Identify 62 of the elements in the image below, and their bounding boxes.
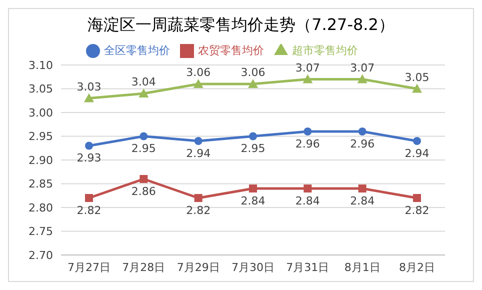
data-label: 2.82 [76,204,102,217]
point [304,128,312,136]
x-tick-label: 7月30日 [232,260,274,274]
point [140,132,148,140]
legend-label: 超市零售均价 [292,44,358,57]
data-label: 3.07 [295,61,320,74]
point [138,88,149,98]
point [302,74,313,84]
y-tick-label: 2.95 [28,130,53,144]
point [194,137,202,145]
y-tick-label: 3.00 [28,106,53,120]
data-label: 2.84 [350,194,375,208]
data-label: 2.93 [76,152,102,165]
x-tick-label: 7月27日 [68,260,110,274]
chart-title: 海淀区一周蔬菜零售均价走势（7.27-8.2） [86,14,396,36]
x-tick-label: 7月29日 [176,260,220,274]
y-tick-label: 2.75 [28,225,53,238]
point [85,194,93,202]
data-label: 3.03 [76,80,102,94]
point [412,84,422,93]
y-tick-label: 2.90 [28,154,53,167]
y-tick-label: 2.85 [28,178,53,191]
data-label: 3.06 [240,66,266,79]
data-label: 2.86 [131,184,156,198]
data-label: 3.07 [350,61,375,74]
point [358,128,366,136]
y-tick-label: 3.10 [28,58,53,72]
data-label: 3.04 [131,76,156,88]
point [194,194,202,202]
data-label: 2.94 [404,146,430,160]
y-tick-label: 3.05 [28,82,53,96]
point [193,79,204,88]
data-label: 2.95 [131,142,156,156]
point [413,137,421,145]
data-label: 2.82 [186,204,211,217]
data-label: 2.84 [240,194,266,208]
data-label: 3.05 [404,70,430,84]
point [248,79,258,88]
x-tick-label: 7月31日 [286,260,330,274]
point [249,184,257,192]
point [85,142,93,150]
data-label: 2.82 [404,204,430,217]
legend-label: 农贸零售均价 [198,44,264,57]
point [304,184,312,192]
x-tick-label: 7月28日 [122,260,166,274]
point [140,175,148,183]
data-label: 2.96 [350,137,375,150]
point [84,93,94,102]
y-tick-label: 2.80 [28,201,53,214]
data-label: 2.96 [295,137,320,150]
point [357,74,368,84]
point [249,132,257,140]
point [358,184,366,192]
x-tick-label: 8月1日 [344,260,380,274]
legend-label: 全区零售均价 [104,44,170,57]
y-tick-label: 2.70 [28,248,53,262]
point [413,194,421,202]
data-label: 2.94 [186,146,211,160]
data-label: 3.06 [186,66,211,79]
data-label: 2.84 [295,194,320,208]
x-tick-label: 8月2日 [399,260,435,274]
data-label: 2.95 [240,142,266,156]
